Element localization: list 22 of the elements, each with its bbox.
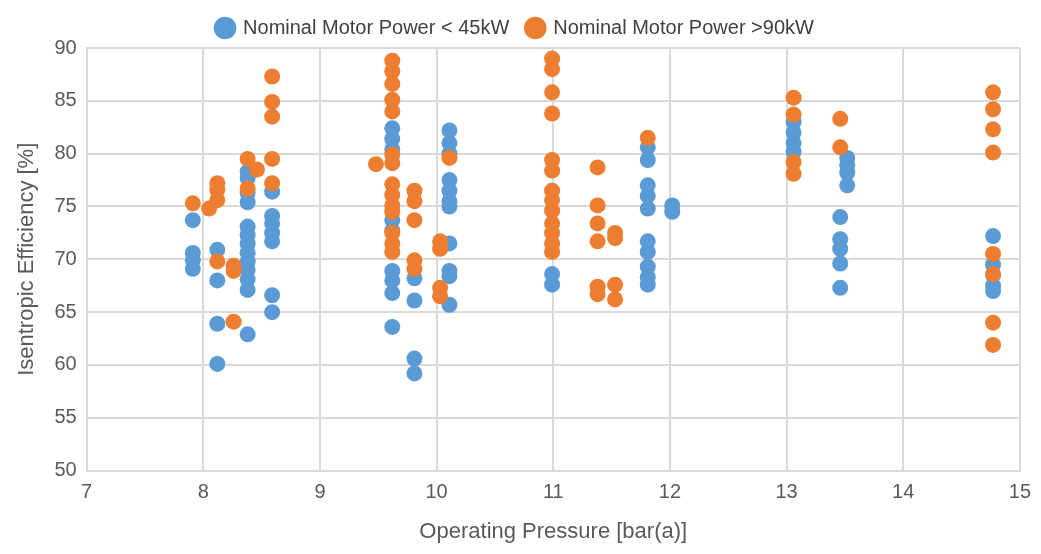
x-tick-label: 10 xyxy=(425,480,448,503)
x-tick-label: 11 xyxy=(542,480,564,503)
x-tick-label: 9 xyxy=(314,480,326,503)
x-tick-label: 14 xyxy=(892,480,915,503)
y-axis-title: Isentropic Efficiency [%] xyxy=(13,142,39,376)
y-tick-label: 60 xyxy=(54,352,77,375)
x-tick-label: 8 xyxy=(197,480,209,503)
y-tick-label: 65 xyxy=(54,299,77,322)
x-tick-label: 13 xyxy=(775,480,798,503)
x-tick-label: 15 xyxy=(1008,480,1031,503)
y-tick-label: 55 xyxy=(54,405,77,428)
legend-label: Nominal Motor Power >90kW xyxy=(553,15,815,38)
x-tick-label: 12 xyxy=(658,480,682,503)
y-tick-label: 75 xyxy=(54,193,77,216)
x-tick-label: 7 xyxy=(81,480,93,503)
legend-label: Nominal Motor Power < 45kW xyxy=(243,15,510,38)
y-tick-label: 85 xyxy=(54,88,77,111)
y-tick-label: 70 xyxy=(54,246,77,269)
x-axis-title: Operating Pressure [bar(a)] xyxy=(419,517,688,543)
y-tick-label: 80 xyxy=(54,141,77,164)
y-tick-label: 90 xyxy=(54,35,77,58)
y-tick-label: 50 xyxy=(54,458,77,481)
